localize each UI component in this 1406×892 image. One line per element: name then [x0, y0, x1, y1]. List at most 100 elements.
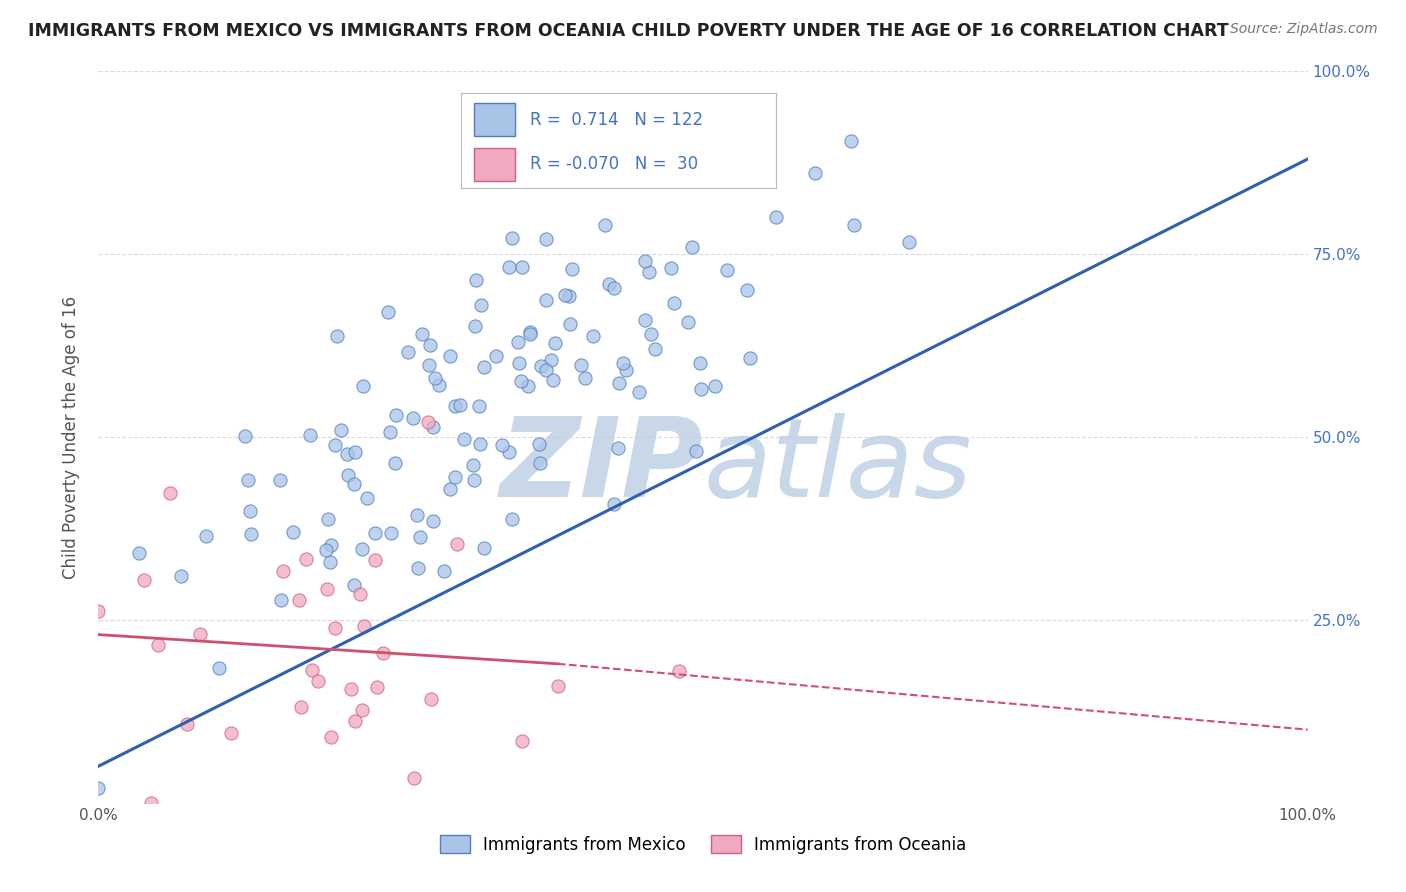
Point — [380, 526, 402, 541]
Point — [335, 447, 357, 461]
Point — [408, 560, 430, 574]
Legend: Immigrants from Mexico, Immigrants from Oceania: Immigrants from Mexico, Immigrants from … — [433, 829, 973, 860]
Point — [614, 362, 637, 376]
Point — [735, 283, 758, 297]
Text: Source: ZipAtlas.com: Source: ZipAtlas.com — [1230, 22, 1378, 37]
Point — [371, 646, 394, 660]
Point — [176, 716, 198, 731]
Point — [319, 730, 342, 744]
Point — [716, 263, 738, 277]
Point — [132, 573, 155, 587]
Point — [628, 385, 651, 400]
Point — [449, 398, 471, 412]
Point — [349, 587, 371, 601]
Point — [659, 261, 682, 276]
Point — [501, 231, 523, 245]
Point — [560, 262, 582, 277]
Point — [607, 376, 630, 390]
Point — [343, 578, 366, 592]
Point — [463, 458, 485, 472]
Point — [364, 552, 387, 566]
Point — [409, 530, 432, 544]
Point — [405, 508, 427, 522]
Point — [519, 326, 541, 340]
Text: IMMIGRANTS FROM MEXICO VS IMMIGRANTS FROM OCEANIA CHILD POVERTY UNDER THE AGE OF: IMMIGRANTS FROM MEXICO VS IMMIGRANTS FRO… — [28, 22, 1229, 40]
Point — [897, 235, 920, 249]
Point — [423, 371, 446, 385]
Point — [350, 542, 373, 557]
Point — [444, 470, 467, 484]
Point — [506, 335, 529, 350]
Point — [326, 329, 349, 343]
Point — [569, 359, 592, 373]
Point — [446, 536, 468, 550]
Y-axis label: Child Poverty Under the Age of 16: Child Poverty Under the Age of 16 — [62, 295, 80, 579]
Point — [685, 444, 707, 458]
Point — [606, 441, 628, 455]
Point — [352, 378, 374, 392]
Point — [607, 123, 630, 137]
Point — [474, 359, 496, 374]
Point — [510, 374, 533, 388]
Point — [323, 437, 346, 451]
Point — [340, 682, 363, 697]
Point — [439, 349, 461, 363]
Point — [738, 351, 761, 365]
Point — [804, 165, 827, 179]
Point — [547, 679, 569, 693]
Point — [839, 134, 862, 148]
Point — [281, 525, 304, 540]
Point — [219, 726, 242, 740]
Point — [343, 477, 366, 491]
Point — [344, 714, 367, 728]
Point — [491, 438, 513, 452]
Point — [295, 552, 318, 566]
Point — [498, 445, 520, 459]
Point — [353, 619, 375, 633]
Point — [377, 305, 399, 319]
Point — [411, 326, 433, 341]
Point — [364, 526, 387, 541]
Point — [603, 281, 626, 295]
Point — [269, 474, 291, 488]
Point — [344, 445, 367, 459]
Point — [321, 538, 343, 552]
Point — [270, 593, 292, 607]
Point — [366, 680, 388, 694]
Point — [682, 240, 704, 254]
Point — [307, 673, 329, 688]
Point — [640, 327, 662, 342]
Point — [634, 254, 657, 268]
Point — [139, 796, 162, 810]
Point — [316, 512, 339, 526]
Point — [603, 496, 626, 510]
Point — [498, 260, 520, 274]
Point — [558, 317, 581, 331]
Point — [574, 371, 596, 385]
Point — [536, 232, 558, 246]
Point — [470, 298, 492, 312]
Point — [541, 373, 564, 387]
Point — [290, 699, 312, 714]
Point — [529, 456, 551, 470]
Point — [433, 564, 456, 578]
Point — [536, 293, 558, 307]
Point — [439, 482, 461, 496]
Point — [676, 315, 699, 329]
Point — [356, 491, 378, 506]
Point — [170, 569, 193, 583]
Point — [704, 379, 727, 393]
Point — [540, 353, 562, 368]
Point — [419, 691, 441, 706]
Point — [765, 210, 787, 224]
Point — [87, 781, 110, 796]
Point — [501, 512, 523, 526]
Point — [690, 383, 713, 397]
Point — [419, 338, 441, 352]
Point — [190, 627, 212, 641]
Point — [238, 473, 260, 487]
Point — [464, 319, 486, 334]
Point — [529, 437, 551, 451]
Point — [402, 771, 425, 785]
Point — [637, 265, 659, 279]
